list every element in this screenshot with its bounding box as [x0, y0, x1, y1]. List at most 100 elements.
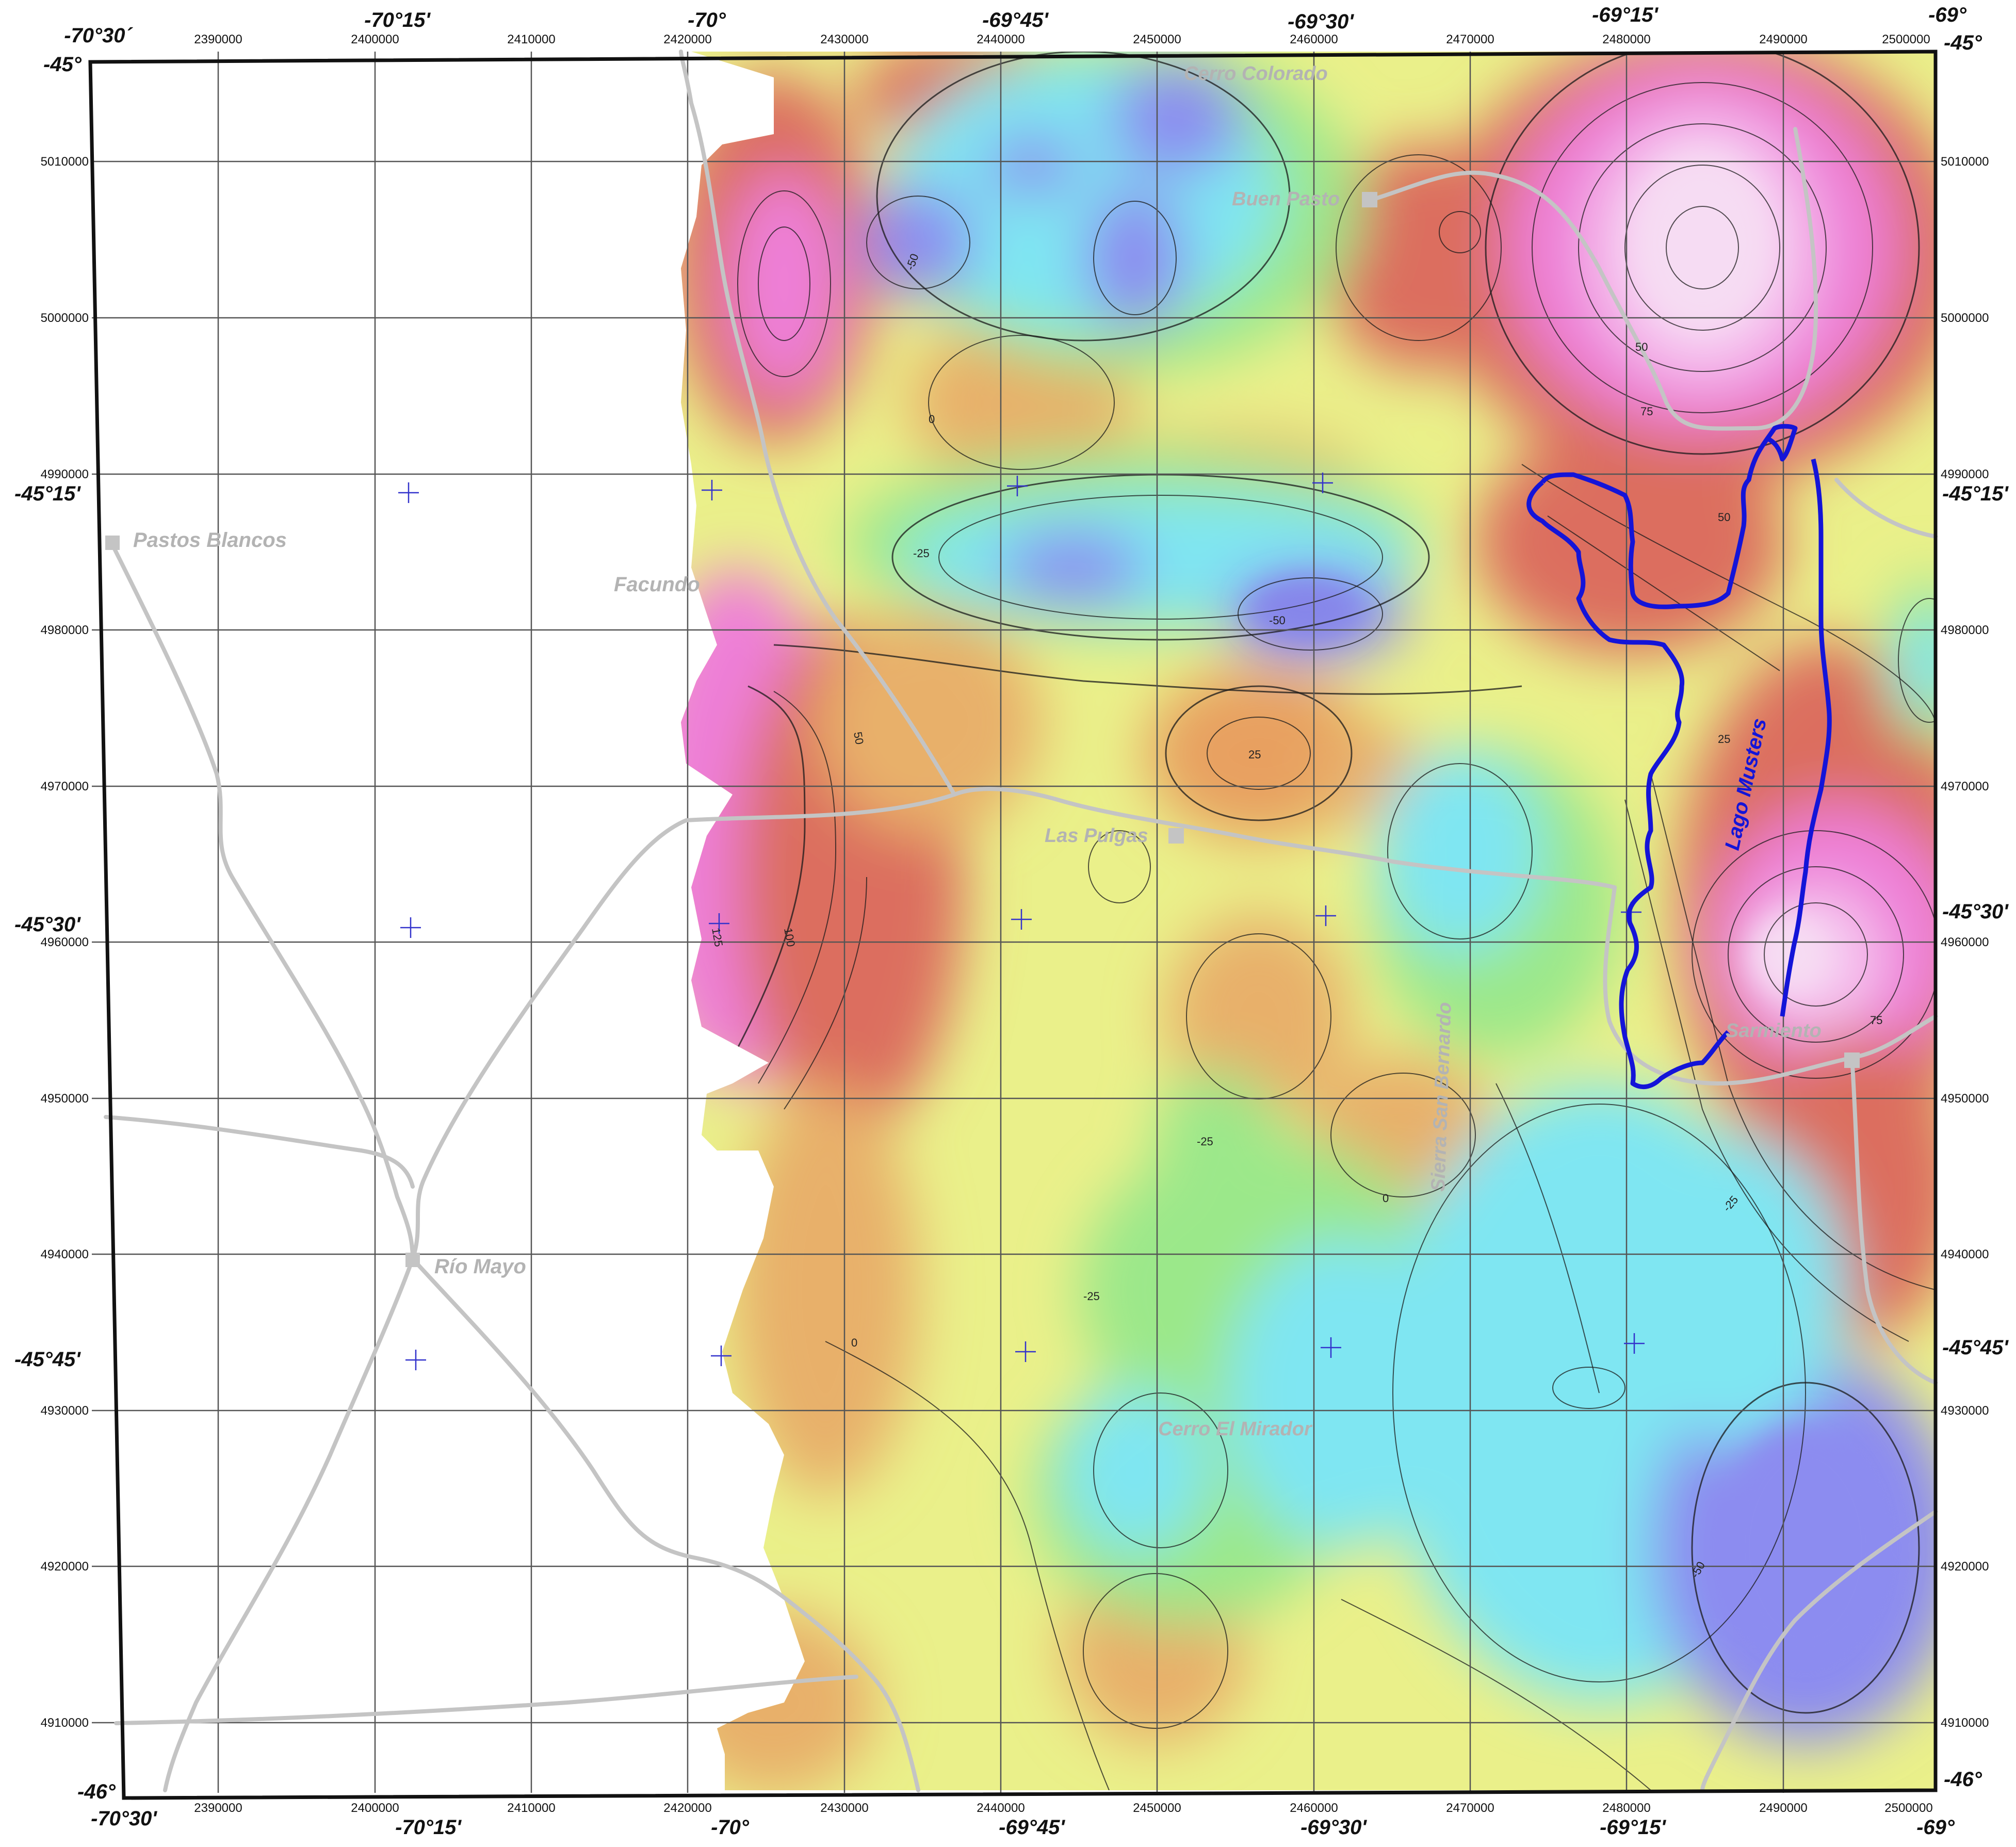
right-lat-label: -46°	[1944, 1768, 1982, 1791]
buen-pasto-marker	[1362, 192, 1377, 207]
easting-label: 2460000	[1290, 33, 1338, 46]
road-rio-mayo-southeast	[411, 1257, 920, 1792]
northing-label: 4930000	[41, 1404, 89, 1418]
easting-label: 2440000	[977, 1801, 1025, 1815]
easting-label: 2430000	[820, 1801, 868, 1815]
contour-label: 25	[1718, 733, 1730, 746]
label-sarmiento: Sarmiento	[1726, 1020, 1822, 1042]
northing-label: 4910000	[1941, 1716, 1989, 1730]
label-cerro-el-mirador: Cerro El Mirador	[1158, 1418, 1313, 1440]
label-facundo: Facundo	[614, 573, 700, 596]
northing-label: 4990000	[41, 467, 89, 481]
road-facundo-north	[679, 50, 956, 797]
map-frame	[88, 50, 1938, 1800]
las-pulgas-marker	[1168, 828, 1184, 844]
contour-label: 50	[1718, 511, 1730, 524]
northing-label: 4910000	[41, 1716, 89, 1730]
road-sarmiento-north	[1603, 885, 1938, 1085]
easting-label: 2500000	[1884, 1801, 1932, 1815]
contour-label: 0	[929, 413, 935, 426]
top-lon-label: -69°	[1928, 4, 1967, 26]
label-pastos-blancos: Pastos Blancos	[133, 529, 287, 552]
road-pastos-blancos-rio-mayo	[109, 540, 415, 1261]
right-lat-label: -45°15'	[1942, 482, 2009, 505]
top-lon-label: -69°45'	[982, 9, 1049, 31]
label-cerro-colorado: Cerro Colorado	[1184, 63, 1328, 85]
top-lon-label: -69°30'	[1288, 10, 1354, 33]
top-lon-label: -70°	[688, 9, 726, 31]
northing-label: 5000000	[1941, 311, 1989, 325]
bottom-lon-label: -69°30'	[1300, 1816, 1367, 1839]
northing-label: 4920000	[1941, 1560, 1989, 1574]
contour-label: 50	[1635, 341, 1648, 353]
lago-musters-outline	[1526, 424, 1832, 1090]
northing-label: 4970000	[41, 780, 89, 793]
road-buen-pasto	[1365, 127, 1818, 431]
contour-label: 50	[851, 731, 866, 746]
left-lat-label: -45°15'	[14, 482, 81, 505]
top-lon-label: -69°15'	[1592, 4, 1659, 26]
contour-label: 0	[851, 1336, 857, 1349]
northing-label: 5010000	[1941, 155, 1989, 169]
left-latitude-labels: -45° -45°15' -45°30' -45°45' -46°	[14, 53, 116, 1803]
right-latitude-labels: -45° -45°15' -45°30' -45°45' -46°	[1942, 31, 2009, 1791]
easting-label: 2480000	[1602, 1801, 1650, 1815]
easting-label: 2450000	[1133, 33, 1181, 46]
left-lat-label: -45°	[43, 53, 82, 76]
bottom-lon-label: -70°15'	[395, 1816, 462, 1839]
left-lat-label: -45°45'	[14, 1348, 81, 1371]
sarmiento-marker	[1844, 1052, 1860, 1068]
road-rio-mayo-north	[411, 787, 1617, 1261]
coordinate-grid	[92, 52, 1936, 1793]
pastos-blancos-marker	[105, 536, 120, 550]
bottom-lon-label: -69°	[1916, 1816, 1955, 1839]
northing-label: 4980000	[1941, 623, 1989, 637]
northing-labels-left: 5010000 5000000 4990000 4980000 4970000 …	[41, 155, 89, 1730]
bottom-lon-label: -69°45'	[999, 1816, 1065, 1839]
easting-label: 2490000	[1759, 1801, 1807, 1815]
easting-label: 2410000	[507, 33, 555, 46]
bottom-lon-label: -70°30'	[91, 1807, 157, 1830]
road-sarmiento-southwest	[1700, 1510, 1938, 1792]
top-longitude-labels: -70°30´ -70°15' -70° -69°45' -69°30' -69…	[64, 4, 1967, 47]
contour-label: -25	[1197, 1135, 1213, 1148]
easting-label: 2470000	[1446, 33, 1494, 46]
easting-label: 2480000	[1602, 33, 1650, 46]
easting-label: 2420000	[663, 1801, 711, 1815]
easting-label: 2490000	[1759, 33, 1807, 46]
rio-mayo-marker	[405, 1253, 420, 1267]
northing-label: 4990000	[1941, 467, 1989, 481]
right-lat-label: -45°30'	[1942, 900, 2009, 923]
easting-label: 2460000	[1290, 1801, 1338, 1815]
contour-label: -50	[1269, 614, 1286, 627]
northing-label: 4960000	[41, 935, 89, 949]
easting-label: 2500000	[1882, 33, 1930, 46]
contour-label: -25	[1083, 1290, 1100, 1303]
road-sarmiento-south	[1850, 1056, 1938, 1385]
northing-label: 4970000	[1941, 780, 1989, 793]
easting-label: 2450000	[1133, 1801, 1181, 1815]
easting-label: 2420000	[663, 33, 711, 46]
northing-label: 4940000	[1941, 1247, 1989, 1261]
easting-label: 2410000	[507, 1801, 555, 1815]
road-east	[1834, 478, 1938, 539]
contour-label: 75	[1640, 405, 1653, 418]
northing-label: 4950000	[41, 1092, 89, 1106]
label-buen-pasto: Buen Pasto	[1232, 188, 1340, 210]
easting-label: 2440000	[977, 33, 1025, 46]
bottom-longitude-labels: -70°30' -70°15' -70° -69°45' -69°30' -69…	[91, 1807, 1955, 1839]
bottom-lon-label: -69°15'	[1600, 1816, 1666, 1839]
town-markers	[105, 192, 1860, 1267]
easting-label: 2400000	[351, 1801, 399, 1815]
label-las-pulgas: Las Pulgas	[1045, 825, 1148, 847]
northing-label: 4960000	[1941, 935, 1989, 949]
easting-label: 2470000	[1446, 1801, 1494, 1815]
road-west	[104, 1115, 415, 1189]
top-lon-label: -70°30´	[64, 24, 133, 47]
right-lat-label: -45°45'	[1942, 1336, 2009, 1359]
road-south-crossing	[114, 1675, 858, 1725]
easting-labels-top: 2390000 2400000 2410000 2420000 2430000 …	[194, 33, 1930, 46]
contour-label: 25	[1248, 748, 1261, 761]
left-lat-label: -45°30'	[14, 913, 81, 936]
